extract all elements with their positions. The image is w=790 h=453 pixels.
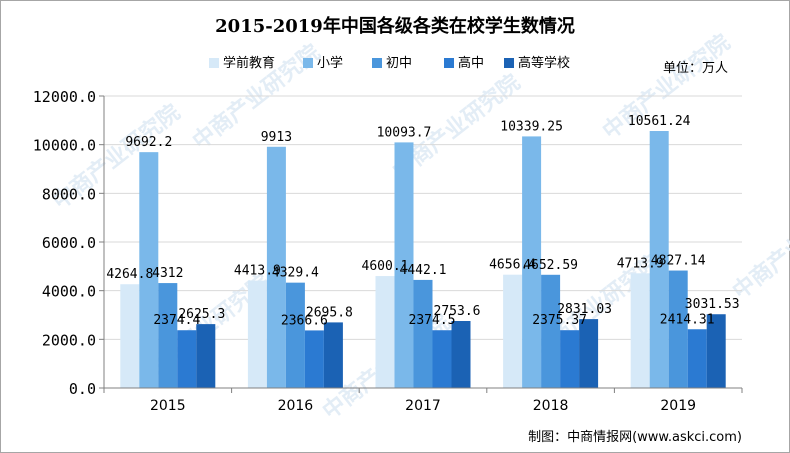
y-tick-label: 4000.0 bbox=[42, 283, 96, 301]
bar bbox=[687, 329, 707, 388]
y-tick-label: 0.0 bbox=[69, 380, 96, 398]
bar bbox=[706, 314, 726, 388]
data-label: 9913 bbox=[261, 130, 292, 145]
bar bbox=[649, 131, 669, 388]
data-label: 4413.9 bbox=[234, 264, 281, 279]
legend-label: 高等学校 bbox=[518, 55, 570, 71]
bar bbox=[285, 282, 305, 388]
data-label: 2695.8 bbox=[306, 305, 353, 320]
legend-label: 初中 bbox=[386, 56, 412, 71]
bar bbox=[120, 284, 140, 388]
bar bbox=[394, 142, 414, 388]
bar bbox=[266, 146, 286, 388]
y-tick-label: 2000.0 bbox=[42, 331, 96, 349]
data-label: 9692.2 bbox=[125, 135, 172, 150]
x-axis: 2015 2016 2017 2018 2019 bbox=[103, 387, 743, 414]
data-label: 2375.37 bbox=[532, 313, 587, 328]
data-label: 4442.1 bbox=[400, 263, 447, 278]
y-tick-label: 6000.0 bbox=[42, 234, 96, 252]
bar bbox=[177, 330, 197, 388]
data-label: 3031.53 bbox=[685, 297, 740, 312]
bar bbox=[522, 136, 542, 388]
legend-label: 小学 bbox=[317, 55, 343, 71]
bar bbox=[247, 280, 267, 388]
data-label: 4656.4 bbox=[489, 258, 536, 273]
legend: 学前教育 小学 初中 高中 高等学校 bbox=[209, 55, 570, 71]
bar bbox=[630, 273, 650, 388]
data-label: 4264.8 bbox=[106, 267, 153, 282]
data-label: 2414.31 bbox=[660, 312, 715, 327]
x-tick-label: 2015 bbox=[150, 398, 186, 414]
data-label: 4329.4 bbox=[272, 266, 319, 281]
y-tick-label: 8000.0 bbox=[42, 185, 96, 203]
data-label: 10339.25 bbox=[500, 119, 563, 134]
legend-swatch bbox=[209, 58, 219, 68]
bars-layer bbox=[120, 131, 726, 388]
data-label: 4312 bbox=[152, 266, 183, 281]
data-label: 2753.6 bbox=[434, 304, 481, 319]
legend-swatch bbox=[372, 58, 382, 68]
data-label: 4600.1 bbox=[362, 259, 409, 274]
legend-swatch bbox=[303, 58, 313, 68]
data-label: 4827.14 bbox=[651, 254, 706, 269]
legend-label: 学前教育 bbox=[223, 55, 275, 71]
data-label: 10093.7 bbox=[377, 125, 432, 140]
bar bbox=[451, 320, 471, 388]
data-label: 2366.6 bbox=[281, 313, 328, 328]
x-tick-label: 2019 bbox=[660, 398, 696, 414]
unit-label: 单位：万人 bbox=[663, 61, 728, 76]
bar bbox=[668, 270, 688, 388]
legend-swatch bbox=[444, 58, 454, 68]
source-note: 制图：中商情报网(www.askci.com) bbox=[528, 430, 742, 445]
bar bbox=[560, 330, 580, 388]
chart-title: 2015-2019年中国各级各类在校学生数情况 bbox=[215, 15, 575, 37]
data-label: 4652.59 bbox=[523, 258, 578, 273]
bar bbox=[139, 152, 159, 388]
legend-label: 高中 bbox=[458, 55, 484, 71]
legend-swatch bbox=[504, 58, 514, 68]
x-tick-label: 2017 bbox=[405, 398, 441, 414]
data-label: 2831.03 bbox=[557, 302, 612, 317]
bar bbox=[541, 274, 561, 388]
x-tick-label: 2016 bbox=[278, 398, 314, 414]
data-label: 10561.24 bbox=[628, 114, 691, 129]
bar bbox=[158, 283, 178, 388]
bar bbox=[413, 279, 433, 388]
y-tick-label: 12000.0 bbox=[33, 88, 96, 106]
bar bbox=[196, 324, 216, 388]
bar bbox=[323, 322, 343, 388]
data-label: 2374.4 bbox=[153, 313, 200, 328]
data-label: 4713.9 bbox=[617, 256, 664, 271]
y-tick-label: 10000.0 bbox=[33, 137, 96, 155]
x-tick-label: 2018 bbox=[533, 398, 569, 414]
bar bbox=[503, 274, 523, 388]
bar bbox=[432, 330, 452, 388]
data-label: 2374.5 bbox=[409, 313, 456, 328]
bar bbox=[304, 330, 324, 388]
bar bbox=[579, 319, 599, 388]
bar bbox=[375, 276, 395, 388]
y-axis: 0.0 2000.0 4000.0 6000.0 8000.0 10000.0 12000.… bbox=[33, 88, 105, 398]
data-label: 2625.3 bbox=[178, 307, 225, 322]
